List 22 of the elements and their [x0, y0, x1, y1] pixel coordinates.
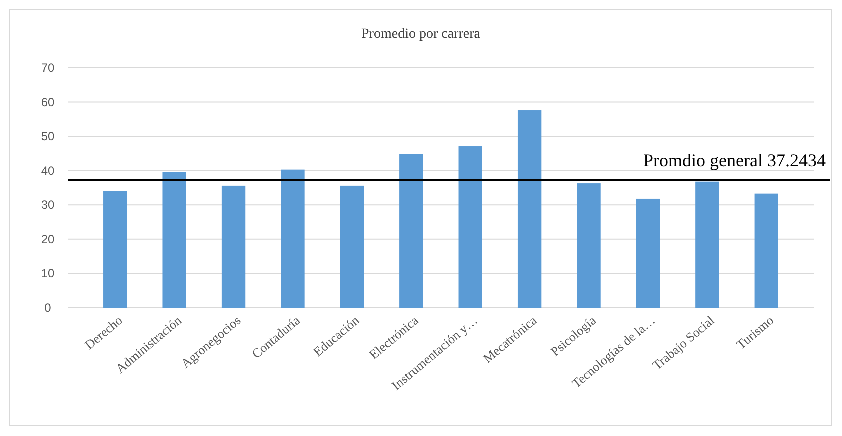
- bar: [577, 184, 601, 308]
- y-tick-label: 70: [41, 61, 55, 75]
- bar: [162, 172, 186, 308]
- y-tick-label: 20: [41, 232, 55, 246]
- y-tick-label: 40: [41, 164, 55, 178]
- bar: [222, 186, 246, 308]
- bar: [636, 198, 660, 308]
- y-tick-label: 30: [41, 198, 55, 212]
- chart-title: Promedio por carrera: [362, 27, 482, 42]
- bar: [281, 170, 305, 308]
- y-tick-label: 60: [41, 95, 55, 110]
- bar: [754, 194, 778, 308]
- bar: [458, 146, 482, 308]
- y-tick-label: 10: [41, 266, 55, 281]
- y-tick-label: 0: [44, 301, 52, 315]
- y-tick-label: 50: [41, 130, 55, 144]
- bar: [696, 182, 720, 308]
- bar: [340, 186, 364, 308]
- ref-line-label: Promdio general 37.2434: [644, 150, 826, 170]
- bar: [400, 154, 424, 308]
- bar: [518, 110, 542, 308]
- bar: [104, 191, 128, 308]
